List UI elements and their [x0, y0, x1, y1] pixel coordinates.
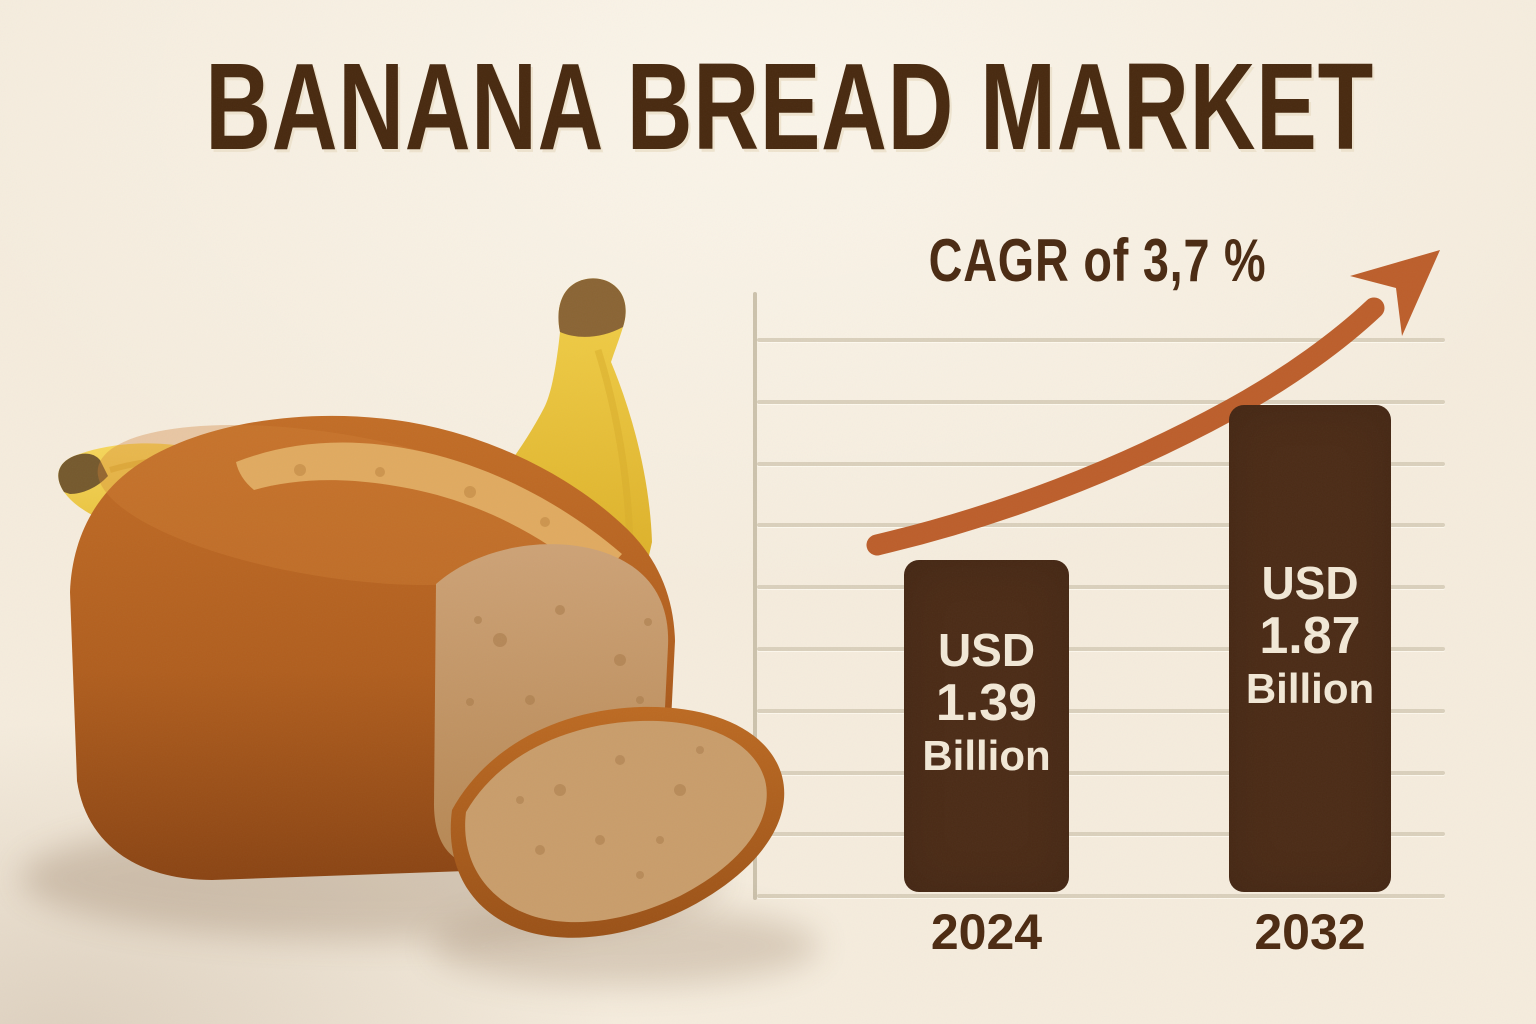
gridline	[757, 338, 1445, 342]
y-axis-line	[753, 292, 757, 900]
x-label-2032: 2032	[1254, 904, 1366, 960]
bar-2032-unit: Billion	[1245, 664, 1375, 712]
bar-2024-currency: USD	[937, 624, 1036, 677]
bar-2024: USD 1.39 Billion	[904, 560, 1069, 892]
bar-2032-value: 1.87	[1259, 607, 1361, 666]
bar-2032: USD 1.87 Billion	[1229, 405, 1391, 892]
cagr-label-text: CAGR of 3,7 %	[929, 227, 1267, 294]
bar-2032-currency: USD	[1261, 557, 1359, 610]
bar-2024-value: 1.39	[935, 674, 1038, 733]
gridline	[757, 399, 1445, 404]
bar-2024-unit: Billion	[922, 731, 1051, 779]
x-label-2024: 2024	[930, 904, 1043, 960]
gridline	[757, 894, 1445, 899]
cagr-label: CAGR of 3,7 %	[860, 226, 1336, 295]
